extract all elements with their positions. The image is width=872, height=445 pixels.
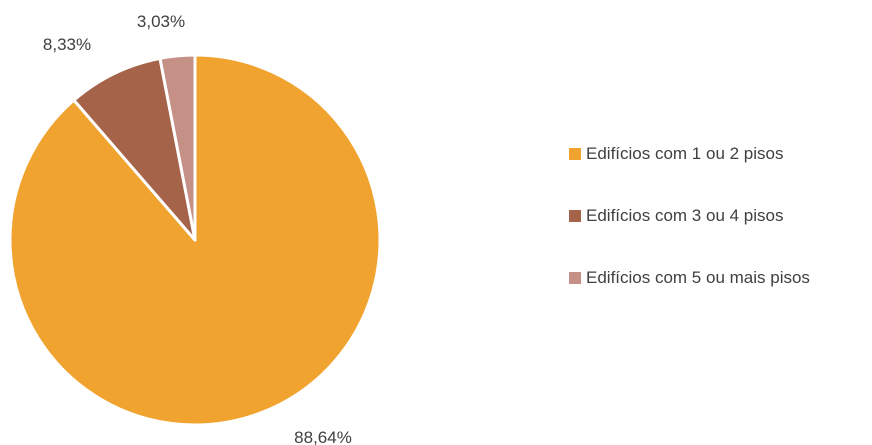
- legend-label: Edifícios com 3 ou 4 pisos: [586, 206, 784, 225]
- pie-slices: [8, 53, 382, 427]
- chart-legend: Edifícios com 1 ou 2 pisos Edifícios com…: [569, 143, 810, 329]
- pie-slice: [72, 56, 197, 242]
- legend-label: Edifícios com 1 ou 2 pisos: [586, 144, 784, 163]
- data-label: 88,64%: [294, 428, 352, 445]
- legend-swatch: [569, 148, 581, 160]
- legend-item: Edifícios com 3 ou 4 pisos: [569, 205, 810, 227]
- data-label: 8,33%: [43, 35, 91, 54]
- legend-label: Edifícios com 5 ou mais pisos: [586, 268, 810, 287]
- pie-data-labels: 88,64% 8,33% 3,03%: [43, 12, 352, 445]
- legend-swatch: [569, 210, 581, 222]
- legend-swatch: [569, 272, 581, 284]
- data-label: 3,03%: [137, 12, 185, 31]
- legend-item: Edifícios com 5 ou mais pisos: [569, 267, 810, 289]
- legend-item: Edifícios com 1 ou 2 pisos: [569, 143, 810, 165]
- pie-slice: [158, 53, 197, 242]
